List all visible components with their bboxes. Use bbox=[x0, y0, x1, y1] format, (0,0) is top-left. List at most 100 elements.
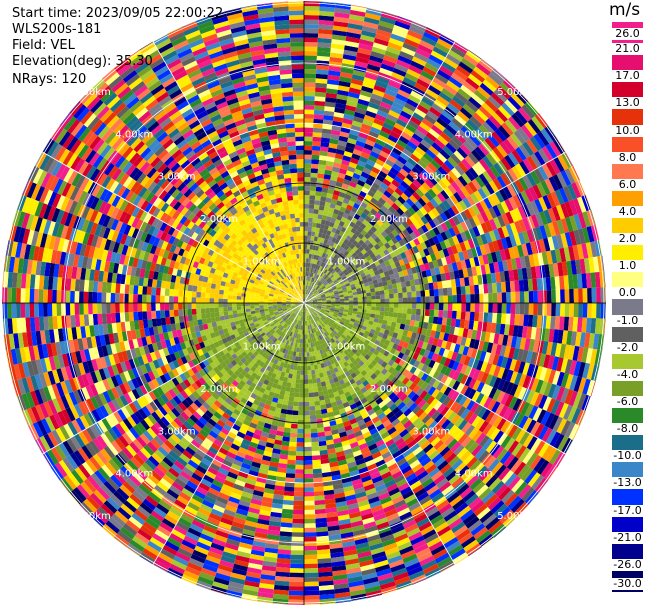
velocity-gate bbox=[370, 288, 376, 293]
velocity-gate bbox=[285, 418, 292, 424]
velocity-gate bbox=[289, 581, 304, 587]
velocity-gate bbox=[430, 268, 436, 276]
velocity-gate bbox=[404, 72, 419, 83]
velocity-gate bbox=[304, 141, 313, 146]
velocity-gate bbox=[440, 33, 455, 42]
velocity-gate bbox=[362, 299, 367, 303]
velocity-gate bbox=[478, 59, 494, 73]
velocity-gate bbox=[393, 24, 409, 35]
velocity-gate bbox=[577, 273, 583, 289]
velocity-gate bbox=[472, 112, 486, 125]
velocity-gate bbox=[337, 262, 343, 268]
velocity-gate bbox=[465, 285, 471, 295]
velocity-gate bbox=[560, 303, 565, 317]
velocity-gate bbox=[312, 273, 316, 278]
velocity-gate bbox=[281, 517, 293, 524]
velocity-gate bbox=[493, 162, 504, 176]
velocity-gate bbox=[401, 220, 410, 229]
velocity-gate bbox=[420, 156, 431, 166]
velocity-gate bbox=[316, 294, 321, 298]
velocity-gate bbox=[517, 268, 524, 281]
velocity-gate bbox=[365, 110, 377, 119]
velocity-gate bbox=[341, 159, 350, 166]
velocity-gate bbox=[339, 264, 345, 270]
velocity-gate bbox=[485, 152, 497, 166]
velocity-gate bbox=[353, 223, 360, 231]
velocity-gate bbox=[479, 124, 492, 138]
velocity-gate bbox=[585, 194, 592, 210]
velocity-gate bbox=[311, 282, 315, 287]
velocity-gate bbox=[305, 294, 307, 299]
velocity-gate bbox=[380, 63, 395, 72]
velocity-gate bbox=[484, 220, 494, 232]
velocity-gate bbox=[544, 264, 551, 278]
velocity-gate bbox=[325, 197, 332, 203]
velocity-gate bbox=[304, 186, 311, 191]
velocity-gate bbox=[373, 222, 381, 230]
velocity-gate bbox=[453, 191, 463, 203]
velocity-gate bbox=[387, 134, 399, 144]
velocity-gate bbox=[483, 293, 489, 303]
velocity-gate bbox=[590, 209, 596, 225]
velocity-gate bbox=[344, 280, 350, 285]
velocity-gate bbox=[564, 232, 573, 247]
velocity-gate bbox=[329, 52, 344, 59]
velocity-gate bbox=[313, 303, 318, 305]
velocity-gate bbox=[425, 131, 438, 143]
velocity-gate bbox=[334, 7, 351, 15]
velocity-gate bbox=[304, 1, 320, 2]
velocity-gate bbox=[299, 379, 304, 384]
velocity-gate bbox=[330, 246, 336, 253]
velocity-gate bbox=[387, 224, 395, 233]
velocity-gate bbox=[438, 288, 444, 296]
velocity-gate bbox=[556, 204, 566, 220]
velocity-gate bbox=[380, 298, 385, 303]
velocity-gate bbox=[397, 15, 413, 22]
velocity-gate bbox=[304, 208, 309, 214]
velocity-gate bbox=[378, 20, 395, 30]
velocity-gate bbox=[508, 196, 518, 210]
velocity-gate bbox=[283, 491, 295, 497]
velocity-gate bbox=[307, 235, 312, 241]
velocity-gate bbox=[533, 303, 538, 316]
velocity-gate bbox=[387, 170, 397, 180]
velocity-gate bbox=[317, 255, 322, 261]
velocity-gate bbox=[313, 263, 317, 269]
velocity-gate bbox=[362, 278, 369, 284]
velocity-gate bbox=[450, 279, 457, 288]
velocity-gate bbox=[337, 85, 350, 92]
velocity-gate bbox=[415, 290, 421, 298]
velocity-gate bbox=[357, 277, 363, 282]
velocity-gate bbox=[319, 1, 336, 4]
velocity-gate bbox=[314, 259, 318, 265]
velocity-gate bbox=[314, 278, 318, 284]
velocity-gate bbox=[596, 287, 601, 303]
velocity-gate bbox=[395, 277, 401, 284]
velocity-gate bbox=[429, 296, 435, 303]
velocity-gate bbox=[453, 270, 460, 280]
velocity-gate bbox=[336, 200, 343, 207]
velocity-gate bbox=[312, 297, 317, 300]
velocity-gate bbox=[314, 100, 326, 107]
velocity-gate bbox=[414, 129, 426, 140]
velocity-gate bbox=[295, 460, 304, 465]
velocity-gate bbox=[364, 193, 373, 202]
velocity-gate bbox=[424, 191, 434, 202]
velocity-gate bbox=[330, 129, 341, 136]
velocity-gate bbox=[308, 253, 312, 259]
velocity-gate bbox=[306, 253, 310, 259]
velocity-gate bbox=[414, 200, 423, 210]
velocity-gate bbox=[460, 231, 468, 242]
velocity-gate bbox=[311, 263, 315, 269]
velocity-gate bbox=[352, 69, 366, 77]
velocity-gate bbox=[311, 272, 314, 278]
velocity-gate bbox=[496, 85, 511, 100]
velocity-gate bbox=[308, 267, 312, 273]
velocity-gate bbox=[406, 186, 416, 195]
velocity-gate bbox=[541, 146, 554, 162]
velocity-gate bbox=[397, 287, 403, 294]
velocity-gate bbox=[461, 303, 466, 312]
velocity-gate bbox=[382, 122, 394, 131]
velocity-gate bbox=[305, 338, 309, 344]
velocity-gate bbox=[359, 222, 367, 230]
